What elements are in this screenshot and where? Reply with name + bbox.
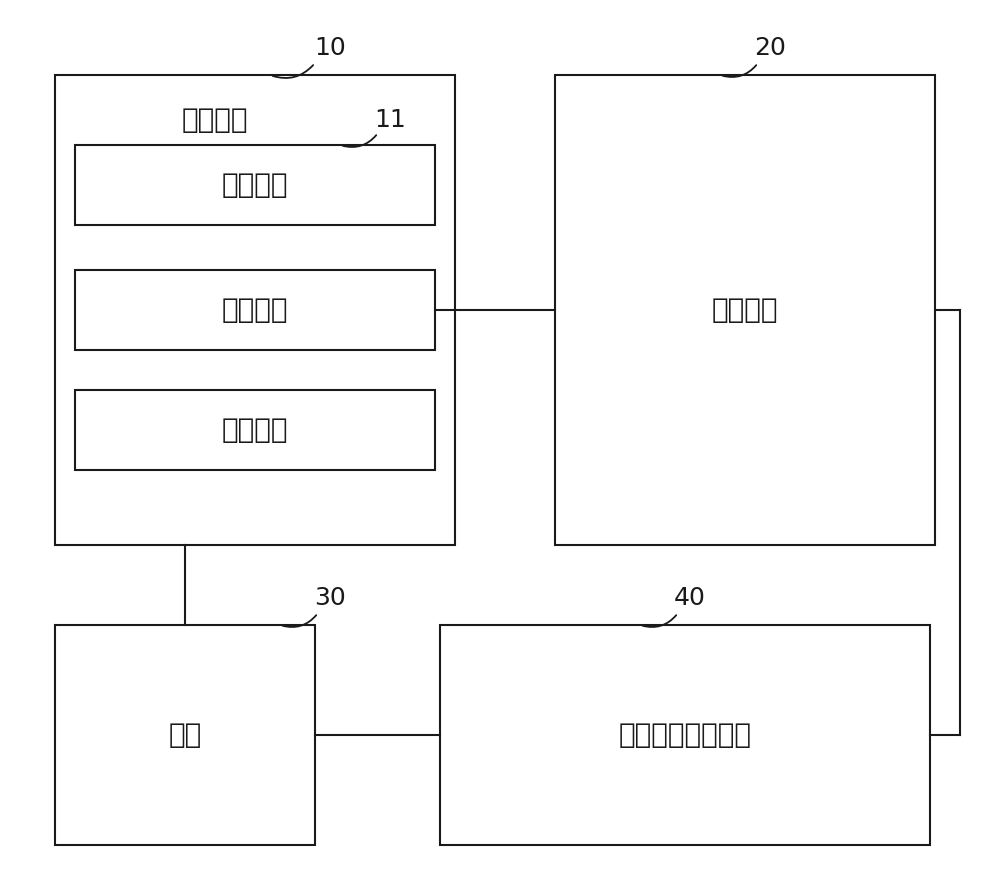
Text: 10: 10 xyxy=(314,36,346,60)
Text: 驱动桥臂: 驱动桥臂 xyxy=(222,296,288,324)
Text: 自检信号采集单元: 自检信号采集单元 xyxy=(618,721,752,749)
Bar xyxy=(55,75,455,545)
Text: 11: 11 xyxy=(374,108,406,132)
Bar xyxy=(555,75,935,545)
Bar xyxy=(440,625,930,845)
Text: 20: 20 xyxy=(754,36,786,60)
Text: 30: 30 xyxy=(314,586,346,610)
Text: 驱动电路: 驱动电路 xyxy=(182,106,248,134)
Bar xyxy=(75,390,435,470)
Text: 40: 40 xyxy=(674,586,706,610)
Bar xyxy=(75,270,435,350)
Bar xyxy=(75,145,435,225)
Bar xyxy=(55,625,315,845)
Text: 驱动桥臂: 驱动桥臂 xyxy=(222,171,288,199)
Text: 电机: 电机 xyxy=(168,721,202,749)
Text: 驱动桥臂: 驱动桥臂 xyxy=(222,416,288,444)
Text: 控制单元: 控制单元 xyxy=(712,296,778,324)
